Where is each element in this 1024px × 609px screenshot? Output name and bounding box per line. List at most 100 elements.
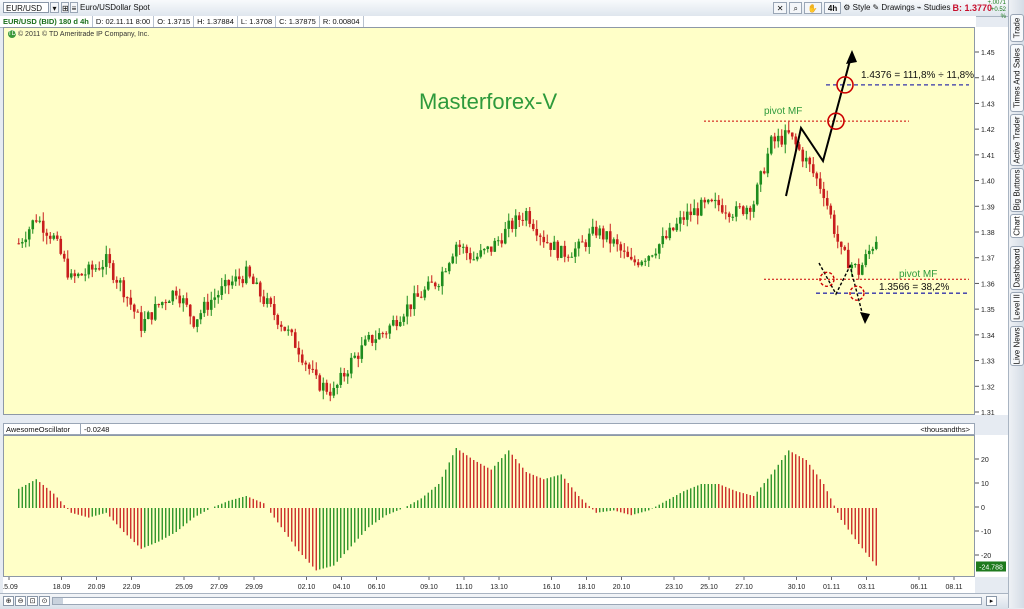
candle-body: [710, 199, 714, 202]
y-tick-label: 1.44: [981, 76, 995, 83]
info-symbol[interactable]: EUR/USD (BID) 180 d 4h: [0, 16, 93, 27]
candle-body: [724, 212, 728, 214]
candle-body: [234, 276, 238, 282]
hand-icon[interactable]: ✋: [803, 2, 822, 14]
candle-body: [461, 246, 465, 248]
candle-body: [472, 259, 476, 261]
candle-body: [752, 204, 756, 212]
candle-body: [780, 135, 784, 145]
oscillator-name[interactable]: AwesomeOscillator: [6, 425, 71, 434]
top-toolbar: EUR/USD ▾ ⊞ ≡ Euro/USDollar Spot ✕ ⌕ ✋ 4…: [0, 0, 1008, 20]
candle-body: [150, 312, 154, 320]
y-tick-label: 1.41: [981, 153, 995, 160]
candle-body: [153, 304, 157, 320]
candle-body: [601, 228, 605, 240]
candle-body: [300, 354, 304, 363]
candle-body: [479, 250, 483, 257]
price-chart-area[interactable]: Masterforex-V pivot MF pivot MF 1.4376 =…: [3, 27, 975, 415]
zoom-reset-icon[interactable]: ⊙: [39, 596, 50, 606]
symbol-dropdown-icon[interactable]: ▾: [50, 2, 59, 13]
osc-current-value-box: [976, 561, 1006, 572]
candle-body: [500, 240, 504, 244]
candle-body: [62, 253, 66, 259]
sidebar-tab-trade[interactable]: Trade: [1010, 14, 1024, 42]
sidebar-tab-level-ii[interactable]: Level II: [1010, 292, 1024, 322]
symbol-link-icon[interactable]: ≡: [70, 2, 78, 13]
sidebar-tab-dashboard[interactable]: Dashboard: [1010, 246, 1024, 290]
candle-body: [178, 295, 182, 304]
oscillator-units: <thousandths>: [920, 425, 970, 434]
sidebar-tab-times-and-sales[interactable]: Times And Sales: [1010, 44, 1024, 112]
candle-body: [783, 130, 787, 145]
price-change-percent: +0.52 %: [990, 7, 1006, 20]
drawings-button[interactable]: ✎ Drawings: [872, 2, 914, 14]
candle-body: [34, 220, 38, 222]
candle-body: [283, 326, 287, 331]
candle-body: [111, 263, 115, 280]
candle-body: [871, 248, 875, 251]
zoom-in-icon[interactable]: ⊕: [3, 596, 14, 606]
candle-body: [139, 312, 143, 331]
sidebar-tab-live-news[interactable]: Live News: [1010, 326, 1024, 366]
candle-body: [69, 273, 73, 278]
candle-body: [619, 244, 623, 251]
time-axis: 15.09 18.09 20.09 22.09 25.09 27.09 29.09 02.10…: [0, 577, 998, 593]
scroll-end-icon[interactable]: ▸: [986, 596, 997, 606]
oscillator-axis: 20 10 0 -10 -20 -24.788: [975, 435, 1008, 577]
candle-body: [661, 235, 665, 245]
candle-body: [486, 246, 490, 250]
zoom-icon[interactable]: ⌕: [789, 2, 802, 14]
candle-body: [864, 254, 868, 266]
candle-body: [265, 298, 269, 304]
candle-body: [475, 256, 479, 260]
candle-body: [671, 227, 675, 231]
candle-body: [699, 199, 703, 216]
candle-body: [801, 149, 805, 162]
zoom-out-icon[interactable]: ⊖: [15, 596, 26, 606]
oscillator-chart-area[interactable]: [3, 435, 975, 577]
studies-button[interactable]: ⌁ Studies: [917, 2, 951, 14]
crosshair-icon[interactable]: ✕: [772, 2, 788, 14]
candle-body: [433, 282, 437, 287]
candle-body: [874, 241, 878, 249]
period-button[interactable]: 4h: [823, 2, 842, 14]
toolbar-right-group: ✕ ⌕ ✋ 4h ⚙ Style ✎ Drawings ⌁ Studies B:…: [772, 1, 992, 15]
candle-body: [31, 220, 35, 230]
candle-body: [227, 279, 231, 286]
candle-body: [108, 254, 112, 264]
candle-body: [769, 136, 773, 154]
sidebar-tab-label: Live News: [1012, 327, 1022, 365]
candle-body: [360, 345, 364, 359]
sidebar-tab-chart[interactable]: Chart: [1010, 214, 1024, 238]
candle-body: [143, 318, 147, 331]
candle-body: [552, 241, 556, 250]
candle-body: [503, 228, 507, 244]
sidebar-tab-active-trader[interactable]: Active Trader: [1010, 114, 1024, 166]
candle-body: [853, 264, 857, 266]
candle-body: [104, 254, 108, 267]
zoom-fit-icon[interactable]: ⊡: [27, 596, 38, 606]
chart-scrollbar[interactable]: [52, 597, 982, 605]
candle-body: [542, 236, 546, 243]
x-tick-label: 23.10: [665, 584, 683, 591]
right-sidebar: Trade Times And Sales Active Trader Big …: [1008, 0, 1024, 608]
symbol-lookup-icon[interactable]: ⊞: [61, 2, 69, 13]
candle-body: [45, 232, 49, 236]
candle-body: [647, 256, 651, 261]
candle-body: [741, 206, 745, 215]
candle-body: [423, 289, 427, 298]
info-high: H: 1.37884: [194, 16, 238, 27]
sidebar-tab-big-buttons[interactable]: Big Buttons: [1010, 168, 1024, 212]
style-button[interactable]: ⚙ Style: [843, 2, 870, 14]
x-tick-label: 02.10: [298, 584, 316, 591]
y-tick-label: 1.37: [981, 256, 995, 263]
candle-body: [857, 264, 861, 275]
candle-body: [181, 298, 185, 304]
scrollbar-thumb[interactable]: [53, 598, 63, 604]
candle-body: [850, 264, 854, 269]
pivot-upper-circle: [827, 112, 845, 130]
candle-body: [342, 372, 346, 377]
symbol-input[interactable]: EUR/USD: [3, 2, 49, 13]
candle-body: [580, 241, 584, 243]
candle-body: [157, 304, 161, 306]
